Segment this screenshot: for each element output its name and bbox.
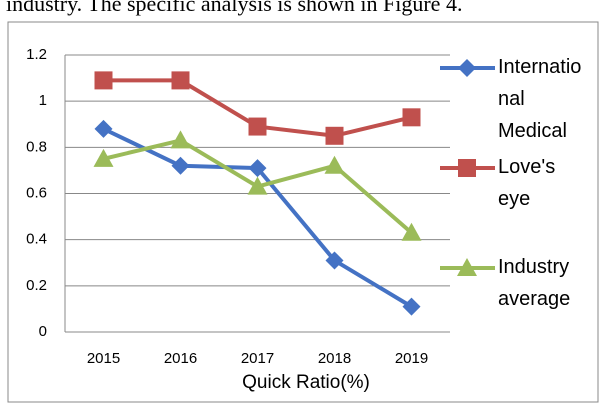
legend-marker — [458, 59, 476, 77]
data-point — [324, 155, 345, 174]
legend-marker — [457, 258, 477, 276]
y-tick-label: 0.6 — [26, 184, 47, 201]
legend-label: International Medical — [498, 56, 582, 142]
x-tick-label: 2019 — [395, 350, 428, 367]
legend-marker — [458, 159, 476, 177]
data-point — [170, 130, 191, 149]
x-tick-label: 2016 — [164, 350, 197, 367]
y-tick-label: 0 — [39, 323, 47, 340]
chart-border — [7, 21, 599, 403]
x-tick-label: 2018 — [318, 350, 351, 367]
y-tick-label: 0.8 — [26, 138, 47, 155]
y-tick-label: 0.4 — [26, 231, 47, 248]
data-point — [247, 176, 268, 195]
y-tick-label: 0.2 — [26, 277, 47, 294]
data-point — [325, 251, 344, 270]
data-point — [94, 119, 113, 138]
data-point — [171, 156, 190, 175]
data-point — [248, 159, 267, 178]
caption-text: industry. The specific analysis is shown… — [6, 0, 463, 16]
data-point — [93, 148, 114, 167]
series-line — [102, 127, 413, 309]
y-tick-label: 1.2 — [26, 46, 47, 63]
data-point — [325, 126, 344, 145]
data-point — [171, 71, 190, 90]
data-point — [401, 222, 422, 241]
data-point — [402, 108, 421, 127]
x-tick-label: 2015 — [87, 350, 120, 367]
data-point — [248, 117, 267, 136]
data-point — [402, 297, 421, 316]
data-point — [94, 71, 113, 90]
legend-label: Industry average — [498, 256, 571, 310]
x-axis-label: Quick Ratio(%) — [242, 372, 370, 393]
x-tick-label: 2017 — [241, 350, 274, 367]
y-tick-label: 1 — [39, 92, 47, 109]
legend-label: Love's eye — [498, 156, 556, 210]
